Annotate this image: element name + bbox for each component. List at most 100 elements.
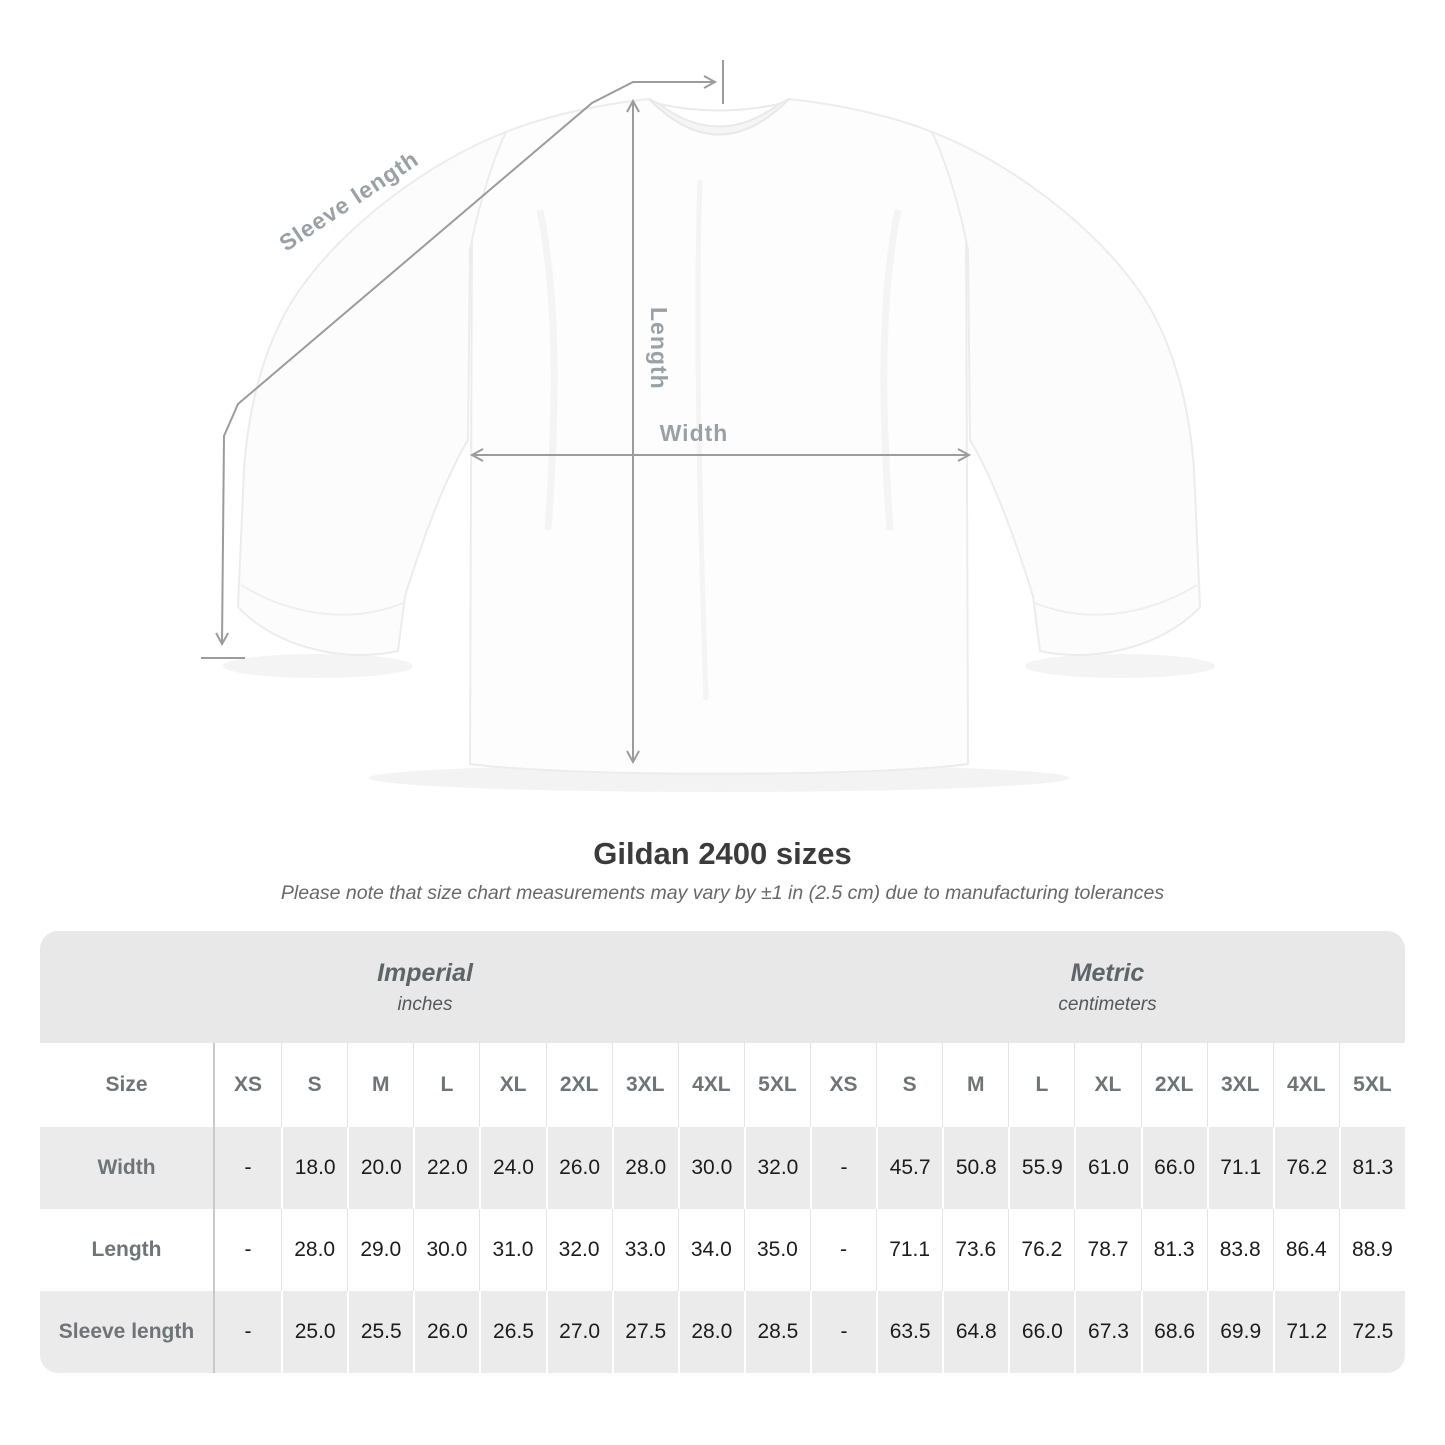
cell: -: [809, 1209, 876, 1291]
cell: 32.0: [743, 1127, 810, 1209]
cell: -: [809, 1291, 876, 1373]
cell: 25.0: [281, 1291, 347, 1373]
imperial-unit-label: inches: [397, 993, 453, 1015]
imperial-label: Imperial: [377, 958, 473, 987]
cell: 72.5: [1338, 1291, 1405, 1373]
cell: 55.9: [1008, 1127, 1074, 1209]
cell: 66.0: [1008, 1291, 1074, 1373]
size-table-container: Imperial inches Metric centimeters Size …: [40, 931, 1405, 1373]
imperial-group-header: Imperial inches: [40, 931, 810, 1043]
cell: 76.2: [1272, 1127, 1339, 1209]
unit-header-band: Imperial inches Metric centimeters: [40, 931, 1405, 1043]
cell: 81.3: [1140, 1209, 1207, 1291]
cell: 30.0: [413, 1209, 479, 1291]
row-label: Width: [40, 1127, 215, 1209]
column-header: M: [942, 1043, 1008, 1127]
column-header: 2XL: [545, 1043, 612, 1127]
cell: 18.0: [281, 1127, 347, 1209]
cell: 26.0: [545, 1127, 612, 1209]
shirt-graphic: Width Length Sleeve length: [201, 60, 1215, 792]
cell: 50.8: [942, 1127, 1008, 1209]
width-label: Width: [660, 420, 729, 446]
shirt-measurement-figure: Width Length Sleeve length: [201, 60, 1215, 792]
cell: 33.0: [611, 1209, 678, 1291]
row-label: Length: [40, 1209, 215, 1291]
cell: 30.0: [677, 1127, 744, 1209]
cell: 66.0: [1140, 1127, 1207, 1209]
cell: 26.5: [479, 1291, 545, 1373]
column-header: 3XL: [611, 1043, 678, 1127]
cell: 73.6: [942, 1209, 1008, 1291]
cell: -: [809, 1127, 876, 1209]
size-table: Size XS S M L XL 2XL 3XL 4XL 5XL XS S M …: [40, 1043, 1405, 1373]
cell: 32.0: [545, 1209, 612, 1291]
cell: 88.9: [1338, 1209, 1405, 1291]
right-cuff-seam: [1034, 584, 1198, 616]
cell: 22.0: [413, 1127, 479, 1209]
cell: 35.0: [743, 1209, 810, 1291]
metric-unit-label: centimeters: [1058, 993, 1157, 1015]
cell: -: [244, 1238, 252, 1261]
column-header: XS: [234, 1073, 263, 1096]
cell: 25.5: [347, 1291, 413, 1373]
column-header: XS: [809, 1043, 876, 1127]
cell: 81.3: [1338, 1127, 1405, 1209]
cell: 76.2: [1008, 1209, 1074, 1291]
cell: 45.7: [876, 1127, 942, 1209]
cell: 26.0: [413, 1291, 479, 1373]
cell: 34.0: [677, 1209, 744, 1291]
column-header: 4XL: [677, 1043, 744, 1127]
cell: 29.0: [347, 1209, 413, 1291]
cell: 64.8: [942, 1291, 1008, 1373]
page-title: Gildan 2400 sizes: [593, 836, 852, 871]
column-header: 2XL: [1140, 1043, 1207, 1127]
metric-group-header: Metric centimeters: [810, 931, 1405, 1043]
cell: 31.0: [479, 1209, 545, 1291]
column-header: S: [876, 1043, 942, 1127]
measurement-lines: [201, 60, 972, 765]
length-label: Length: [646, 307, 672, 390]
table-row-length: Length - 28.0 29.0 30.0 31.0 32.0 33.0 3…: [40, 1209, 1405, 1291]
size-header-row: Size XS S M L XL 2XL 3XL 4XL 5XL XS S M …: [40, 1043, 1405, 1127]
right-sleeve: [931, 131, 1201, 657]
cell: 63.5: [876, 1291, 942, 1373]
cell: 28.5: [743, 1291, 810, 1373]
column-header: XL: [1074, 1043, 1140, 1127]
cell: 83.8: [1206, 1209, 1273, 1291]
cell: 27.0: [545, 1291, 612, 1373]
cell: 86.4: [1272, 1209, 1339, 1291]
cell: 28.0: [281, 1209, 347, 1291]
cell: 28.0: [677, 1291, 744, 1373]
cell: 78.7: [1074, 1209, 1140, 1291]
cell: 69.9: [1206, 1291, 1273, 1373]
tolerance-note: Please note that size chart measurements…: [280, 882, 1165, 904]
column-header: 5XL: [1338, 1043, 1405, 1127]
size-header: Size: [40, 1043, 215, 1127]
column-header: XL: [479, 1043, 545, 1127]
table-row-sleeve-length: Sleeve length - 25.0 25.5 26.0 26.5 27.0…: [40, 1291, 1405, 1373]
row-label: Sleeve length: [40, 1291, 215, 1373]
cell: -: [244, 1320, 252, 1343]
metric-label: Metric: [1070, 958, 1145, 987]
cell: 28.0: [611, 1127, 678, 1209]
column-header: 4XL: [1272, 1043, 1339, 1127]
cell: 71.2: [1272, 1291, 1339, 1373]
cell: 68.6: [1140, 1291, 1207, 1373]
column-header: L: [1008, 1043, 1074, 1127]
heading: Gildan 2400 sizes Please note that size …: [0, 836, 1445, 905]
sleeve-length-arrow: [215, 75, 718, 647]
column-header: 5XL: [743, 1043, 810, 1127]
cell: 27.5: [611, 1291, 678, 1373]
cell: 71.1: [876, 1209, 942, 1291]
cell: 71.1: [1206, 1127, 1273, 1209]
column-header: S: [281, 1043, 347, 1127]
cell: 24.0: [479, 1127, 545, 1209]
column-header: 3XL: [1206, 1043, 1273, 1127]
cell: 20.0: [347, 1127, 413, 1209]
cell: -: [244, 1156, 252, 1179]
column-header: L: [413, 1043, 479, 1127]
table-row-width: Width - 18.0 20.0 22.0 24.0 26.0 28.0 30…: [40, 1127, 1405, 1209]
cell: 61.0: [1074, 1127, 1140, 1209]
column-header: M: [347, 1043, 413, 1127]
